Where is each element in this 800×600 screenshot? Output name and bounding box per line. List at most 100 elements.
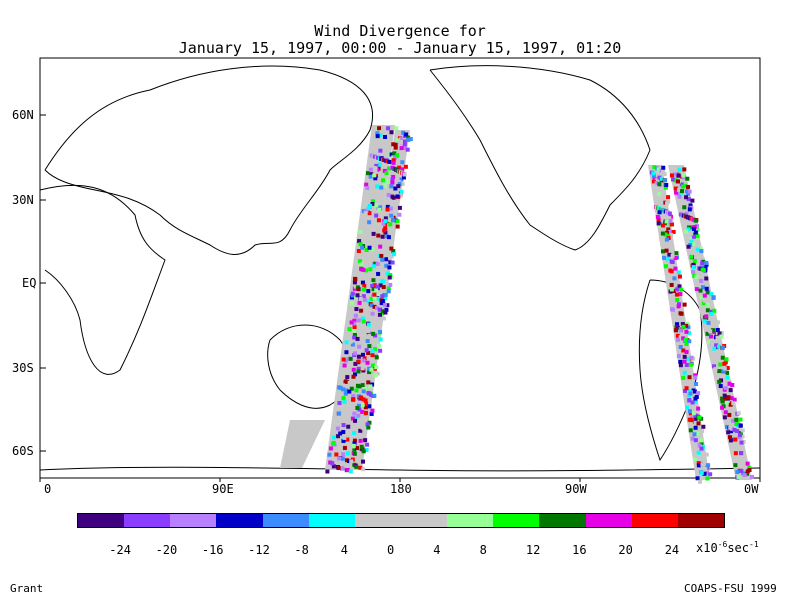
divergence-cell — [733, 463, 738, 468]
divergence-cell — [702, 471, 707, 476]
divergence-cell — [684, 211, 689, 216]
divergence-cell — [380, 294, 385, 299]
divergence-cell — [670, 307, 675, 312]
divergence-cell — [406, 135, 411, 140]
divergence-cell — [670, 253, 675, 258]
divergence-cell — [694, 223, 699, 228]
divergence-cell — [680, 184, 685, 189]
divergence-cell — [378, 283, 383, 288]
divergence-cell — [698, 246, 703, 251]
divergence-cell — [695, 234, 700, 239]
divergence-cell — [699, 295, 704, 300]
divergence-cell — [692, 227, 697, 232]
divergence-cell — [727, 412, 732, 417]
divergence-cell — [664, 219, 669, 224]
divergence-cell — [692, 224, 697, 229]
divergence-cell — [705, 290, 710, 295]
divergence-cell — [332, 435, 337, 440]
divergence-cell — [740, 434, 745, 439]
divergence-cell — [341, 430, 346, 435]
divergence-cell — [351, 443, 356, 448]
divergence-cell — [361, 459, 366, 464]
divergence-cell — [399, 146, 404, 151]
divergence-cell — [669, 287, 674, 292]
divergence-cell — [372, 309, 377, 314]
colorbar-segment — [493, 514, 540, 527]
divergence-cell — [727, 379, 732, 384]
divergence-cell — [402, 172, 407, 177]
divergence-cell — [700, 261, 705, 266]
divergence-cell — [381, 178, 386, 183]
divergence-cell — [679, 287, 684, 292]
divergence-cell — [334, 454, 339, 459]
divergence-cell — [353, 372, 358, 377]
divergence-cell — [679, 311, 684, 316]
divergence-cell — [367, 366, 372, 371]
divergence-cell — [385, 179, 390, 184]
axis-ticks — [39, 114, 761, 482]
divergence-cell — [390, 260, 395, 265]
divergence-cell — [341, 387, 346, 392]
divergence-cell — [395, 219, 400, 224]
divergence-cell — [372, 304, 377, 309]
divergence-cell — [386, 235, 391, 240]
divergence-cell — [657, 210, 662, 215]
divergence-cell — [728, 438, 733, 443]
divergence-cell — [691, 262, 696, 267]
divergence-cell — [673, 255, 678, 260]
divergence-cell — [349, 320, 354, 325]
divergence-cell — [354, 388, 359, 393]
divergence-cell — [723, 386, 728, 391]
divergence-cell — [657, 182, 662, 187]
divergence-cell — [395, 224, 400, 229]
divergence-cell — [718, 384, 723, 389]
divergence-cell — [368, 333, 373, 338]
divergence-cell — [693, 457, 698, 462]
divergence-cell — [693, 420, 698, 425]
divergence-cell — [682, 205, 687, 210]
divergence-cell — [385, 159, 390, 164]
divergence-cell — [685, 189, 690, 194]
divergence-cell — [369, 411, 374, 416]
divergence-cell — [357, 407, 362, 412]
divergence-cell — [692, 422, 697, 427]
colorbar — [77, 513, 725, 528]
divergence-cell — [388, 222, 393, 227]
divergence-cell — [360, 286, 365, 291]
divergence-cell — [357, 384, 362, 389]
divergence-cell — [692, 389, 697, 394]
colorbar-segment — [354, 514, 401, 527]
divergence-cell — [346, 424, 351, 429]
swath-5 — [280, 420, 325, 468]
divergence-cell — [384, 307, 389, 312]
divergence-cell — [668, 268, 673, 273]
colorbar-tick-label: 4 — [433, 543, 441, 557]
divergence-cell — [681, 324, 686, 329]
colorbar-segment — [400, 514, 448, 527]
divergence-cell — [659, 176, 664, 181]
divergence-cell — [651, 183, 656, 188]
divergence-cell — [707, 340, 712, 345]
divergence-cell — [702, 293, 707, 298]
colorbar-segment — [78, 514, 125, 527]
divergence-cell — [681, 348, 686, 353]
divergence-cell — [712, 308, 717, 313]
divergence-cell — [731, 418, 736, 423]
divergence-cell — [369, 153, 374, 158]
divergence-cell — [694, 287, 699, 292]
divergence-cell — [722, 368, 727, 373]
divergence-cell — [337, 456, 342, 461]
divergence-cell — [675, 333, 680, 338]
map-frame — [39, 57, 761, 479]
divergence-cell — [684, 349, 689, 354]
divergence-cell — [719, 334, 724, 339]
divergence-cell — [367, 391, 372, 396]
divergence-cell — [351, 367, 356, 372]
divergence-cell — [703, 298, 708, 303]
divergence-cell — [362, 287, 367, 292]
divergence-cell — [374, 213, 379, 218]
divergence-cell — [733, 451, 738, 456]
divergence-cell — [733, 437, 738, 442]
divergence-cell — [727, 381, 732, 386]
divergence-cell — [729, 429, 734, 434]
